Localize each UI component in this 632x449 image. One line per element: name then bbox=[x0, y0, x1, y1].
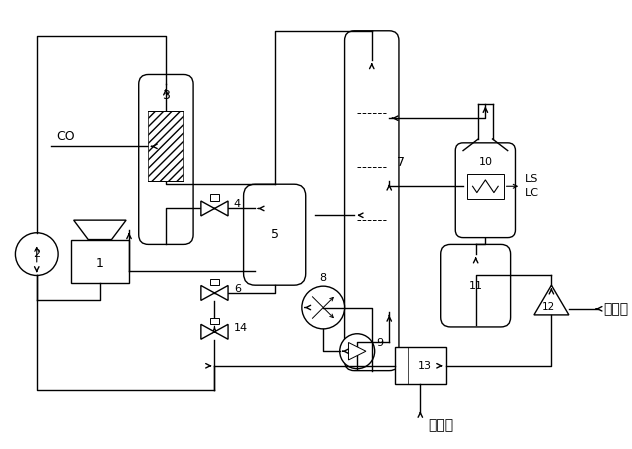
Text: 9: 9 bbox=[376, 339, 383, 348]
Bar bbox=[210, 194, 219, 201]
Text: 12: 12 bbox=[542, 302, 555, 312]
Text: LC: LC bbox=[525, 188, 539, 198]
Polygon shape bbox=[201, 286, 228, 300]
Text: 4: 4 bbox=[234, 199, 241, 209]
Polygon shape bbox=[534, 285, 569, 315]
Polygon shape bbox=[74, 220, 126, 240]
Circle shape bbox=[340, 334, 375, 369]
FancyBboxPatch shape bbox=[344, 31, 399, 370]
Bar bbox=[395, 348, 446, 384]
Polygon shape bbox=[201, 324, 228, 339]
Text: CO: CO bbox=[56, 130, 75, 143]
Text: 10: 10 bbox=[478, 158, 492, 167]
Text: 6: 6 bbox=[234, 284, 241, 294]
Text: 1: 1 bbox=[96, 257, 104, 270]
Text: 13: 13 bbox=[418, 361, 432, 371]
Text: 8: 8 bbox=[320, 273, 327, 283]
Circle shape bbox=[302, 286, 344, 329]
Text: 固液盐: 固液盐 bbox=[428, 418, 453, 432]
Text: 5: 5 bbox=[270, 228, 279, 241]
Text: 11: 11 bbox=[469, 281, 483, 291]
FancyBboxPatch shape bbox=[138, 75, 193, 244]
Bar bbox=[71, 240, 129, 283]
Circle shape bbox=[15, 233, 58, 276]
Bar bbox=[210, 317, 219, 324]
FancyBboxPatch shape bbox=[243, 184, 306, 285]
Text: 3: 3 bbox=[162, 89, 170, 102]
Bar bbox=[467, 174, 504, 199]
Polygon shape bbox=[201, 201, 228, 216]
Polygon shape bbox=[348, 343, 366, 360]
Text: LS: LS bbox=[525, 175, 538, 185]
Bar bbox=[210, 279, 219, 286]
Bar bbox=[149, 111, 183, 181]
FancyBboxPatch shape bbox=[455, 143, 516, 238]
Text: 7: 7 bbox=[397, 156, 405, 169]
FancyBboxPatch shape bbox=[441, 244, 511, 327]
Text: 2: 2 bbox=[33, 249, 40, 259]
Text: 14: 14 bbox=[234, 323, 248, 333]
Text: 固体盐: 固体盐 bbox=[603, 302, 628, 316]
